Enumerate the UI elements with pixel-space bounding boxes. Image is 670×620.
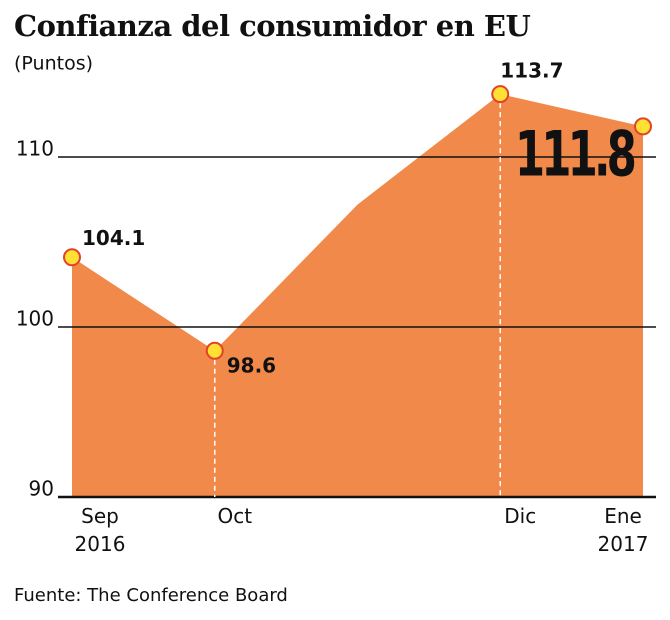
x-tick-label: Ene 2017 xyxy=(598,504,649,556)
y-tick-label: 110 xyxy=(16,137,54,161)
y-tick-label: 90 xyxy=(29,477,54,501)
value-label: 113.7 xyxy=(500,59,563,83)
x-tick-label: Sep 2016 xyxy=(75,504,126,556)
source: Fuente: The Conference Board xyxy=(14,585,288,606)
value-label-highlight: 111.8 xyxy=(515,118,635,190)
y-tick-label: 100 xyxy=(16,307,54,331)
point xyxy=(634,117,652,136)
point xyxy=(205,341,224,360)
value-label: 98.6 xyxy=(227,353,276,377)
point xyxy=(63,248,81,267)
x-tick-label: Dic xyxy=(504,504,536,528)
chart-title: Confianza del consumidor en EU xyxy=(14,9,530,43)
x-tick-label: Oct xyxy=(217,504,252,528)
point xyxy=(491,85,510,104)
chart-subtitle: (Puntos) xyxy=(14,53,93,75)
value-label: 104.1 xyxy=(82,226,145,250)
